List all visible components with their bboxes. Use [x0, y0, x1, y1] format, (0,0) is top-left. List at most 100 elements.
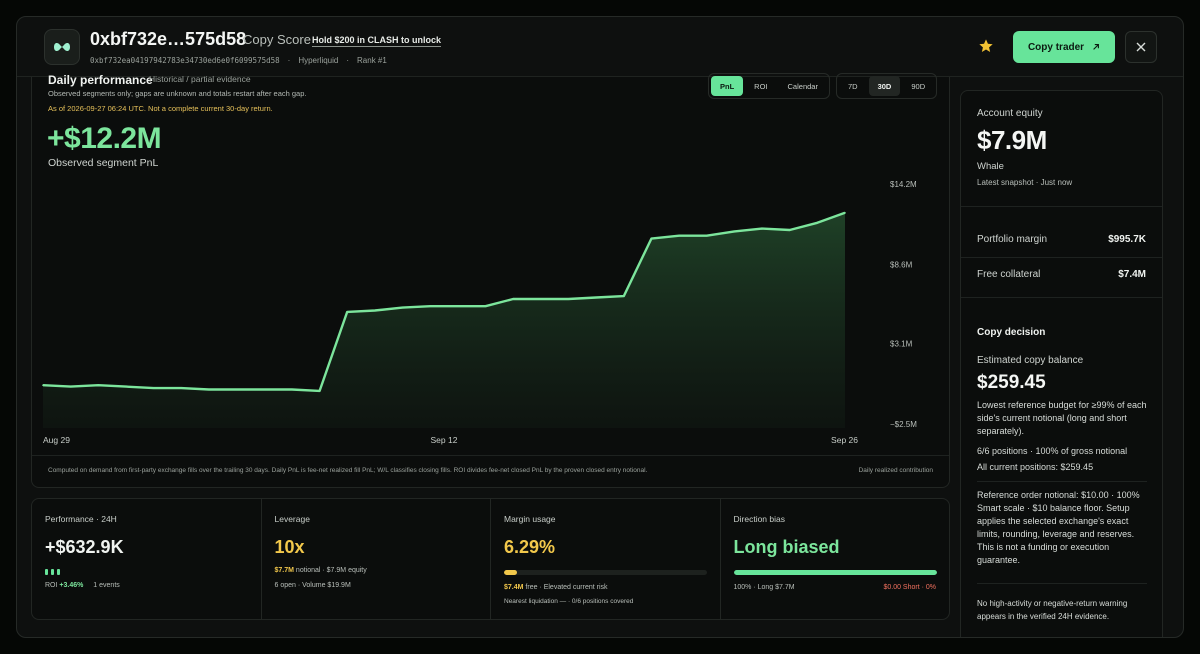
- x-tick-label: Sep 26: [831, 435, 858, 445]
- free-collateral-value: $7.4M: [1118, 269, 1146, 280]
- data-point[interactable]: [678, 234, 680, 237]
- data-point[interactable]: [595, 296, 597, 299]
- data-point[interactable]: [567, 298, 570, 300]
- tab-roi[interactable]: ROI: [754, 81, 768, 91]
- data-point[interactable]: [622, 295, 625, 297]
- tab-90d[interactable]: 90D: [911, 81, 926, 91]
- panel-subtitle: Historical / partial evidence: [149, 74, 251, 84]
- daily-performance-panel: Daily performance Historical / partial e…: [31, 73, 950, 488]
- data-point[interactable]: [208, 388, 210, 391]
- pnl-chart[interactable]: $14.2M $8.6M $3.1M −$2.5M Aug 29 Sep 12 Sep 2…: [32, 172, 949, 454]
- long-label: 100% · Long $7.7M: [733, 584, 795, 591]
- y-tick-label: −$2.5M: [890, 420, 917, 429]
- data-point[interactable]: [761, 227, 763, 230]
- divider: [977, 481, 1147, 482]
- segment-pnl-label: Observed segment PnL: [48, 157, 159, 169]
- close-icon: [1136, 42, 1146, 52]
- activity-dot: [57, 569, 60, 575]
- activity-dot: [51, 569, 54, 575]
- data-point[interactable]: [346, 311, 349, 313]
- data-point[interactable]: [429, 305, 431, 307]
- tier-label: Whale: [977, 161, 1004, 172]
- account-sidebar: Account equity $7.9M Whale Latest snapsh…: [960, 90, 1163, 637]
- card-title: Performance · 24H: [45, 514, 117, 524]
- trader-avatar: [44, 29, 80, 65]
- data-point[interactable]: [844, 211, 846, 214]
- free-collateral-label: Free collateral: [977, 269, 1041, 280]
- events-count: 1 events: [93, 582, 120, 589]
- tab-pnl[interactable]: PnL: [711, 76, 744, 96]
- data-point[interactable]: [318, 390, 321, 392]
- star-icon[interactable]: [978, 38, 994, 54]
- data-point[interactable]: [457, 305, 459, 307]
- free-margin-line: $7.4M free · Elevated current risk: [504, 584, 608, 591]
- chart-footnote: Computed on demand from first-party exch…: [48, 467, 648, 474]
- data-point[interactable]: [733, 230, 736, 233]
- performance-24h-card: Performance · 24H +$632.9K ROI +3.46% 1 …: [32, 499, 262, 619]
- margin-usage-bar: [504, 570, 707, 575]
- roi-label: ROI: [45, 582, 58, 589]
- data-point[interactable]: [816, 222, 819, 224]
- short-label: $0.00 Short · 0%: [883, 584, 936, 591]
- pnl-area: [43, 212, 845, 428]
- data-point[interactable]: [69, 385, 72, 388]
- data-point[interactable]: [180, 387, 183, 389]
- card-title: Direction bias: [733, 514, 786, 524]
- metric-cards: Performance · 24H +$632.9K ROI +3.46% 1 …: [31, 498, 950, 620]
- data-point[interactable]: [484, 305, 487, 307]
- data-point[interactable]: [97, 384, 100, 386]
- chart-legend-label: Daily realized contribution: [858, 467, 933, 474]
- open-positions-line: 6 open · Volume $19.9M: [274, 582, 351, 589]
- data-point[interactable]: [512, 298, 514, 300]
- trader-modal: 0xbf732e…575d58 Copy Score Hold $200 in …: [16, 16, 1184, 638]
- panel-note: Observed segments only; gaps are unknown…: [48, 89, 307, 98]
- tab-30d[interactable]: 30D: [868, 76, 901, 96]
- roi-value: +3.46%: [59, 582, 84, 589]
- data-point[interactable]: [152, 387, 155, 389]
- data-point[interactable]: [235, 388, 238, 391]
- tab-calendar[interactable]: Calendar: [787, 81, 818, 91]
- margin-usage-fill: [504, 570, 517, 575]
- trader-address: 0xbf732e…575d58: [90, 29, 247, 49]
- direction-fill: [733, 570, 937, 575]
- notional-line: $7.7M notional · $7.9M equity: [275, 567, 367, 574]
- footer-divider: [32, 455, 949, 456]
- data-point[interactable]: [650, 237, 653, 240]
- close-button[interactable]: [1125, 31, 1157, 63]
- snapshot-label: Latest snapshot · Just now: [977, 178, 1073, 187]
- activity-dot: [45, 569, 48, 575]
- full-address[interactable]: 0xbf732ea04197942783e34730ed6e0f6099575d…: [90, 56, 280, 65]
- notional-value: $7.7M: [274, 567, 294, 574]
- copy-trader-button[interactable]: Copy trader: [1013, 31, 1115, 63]
- data-point[interactable]: [291, 388, 293, 391]
- unlock-link[interactable]: Hold $200 in CLASH to unlock: [312, 35, 442, 47]
- activity-dots: [45, 569, 60, 575]
- direction-bar: [733, 570, 937, 575]
- equity-label: Account equity: [977, 108, 1043, 119]
- data-point[interactable]: [705, 234, 708, 237]
- data-point[interactable]: [401, 306, 404, 309]
- est-balance-value: $259.45: [977, 372, 1046, 393]
- y-tick-label: $3.1M: [890, 340, 913, 349]
- as-of-warning: As of 2026-09-27 06:24 UTC. Not a comple…: [48, 104, 273, 113]
- budget-text: Lowest reference budget for ≥99% of each…: [977, 400, 1147, 436]
- free-margin-rest: free · Elevated current risk: [525, 584, 608, 591]
- reference-text: Reference order notional: $10.00 · 100% …: [977, 490, 1140, 565]
- card-value: Long biased: [733, 537, 840, 557]
- leverage-card: Leverage 10x $7.7M notional · $7.9M equi…: [262, 499, 491, 619]
- data-point[interactable]: [539, 298, 542, 300]
- y-tick-label: $8.6M: [890, 260, 913, 269]
- hyperliquid-logo-icon: [54, 42, 70, 52]
- x-tick-label: Aug 29: [43, 435, 70, 445]
- equity-value: $7.9M: [977, 125, 1047, 155]
- tab-7d[interactable]: 7D: [848, 81, 858, 91]
- free-margin-value: $7.4M: [504, 584, 524, 591]
- data-point[interactable]: [125, 385, 127, 388]
- data-point[interactable]: [788, 229, 791, 231]
- data-point[interactable]: [263, 388, 266, 391]
- liquidation-line: Nearest liquidation — · 0/6 positions co…: [504, 598, 634, 605]
- segment-pnl-value: +$12.2M: [47, 122, 162, 155]
- trader-meta: 0xbf732ea04197942783e34730ed6e0f6099575d…: [90, 56, 387, 65]
- data-point[interactable]: [42, 384, 44, 386]
- data-point[interactable]: [374, 309, 376, 312]
